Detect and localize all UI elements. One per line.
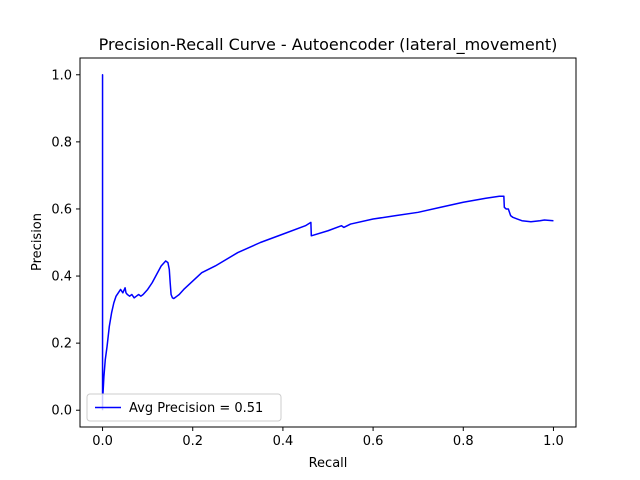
y-tick-label: 0.0 [51, 404, 72, 419]
y-tick-label: 0.8 [51, 135, 72, 150]
x-axis-ticks: 0.0 0.2 0.4 0.6 0.8 1.0 [92, 427, 564, 449]
x-tick-label: 0.0 [92, 434, 113, 449]
y-tick-label: 0.6 [51, 202, 72, 217]
y-tick-label: 0.2 [51, 337, 72, 352]
legend-label: Avg Precision = 0.51 [129, 401, 263, 416]
series-layer [101, 74, 554, 411]
y-tick-label: 1.0 [51, 68, 72, 83]
plot-area [79, 57, 577, 428]
legend: Avg Precision = 0.51 [86, 393, 282, 422]
x-tick-label: 0.2 [182, 434, 203, 449]
x-tick-label: 0.8 [453, 434, 474, 449]
x-tick-label: 0.6 [363, 434, 384, 449]
x-axis-label: Recall [309, 456, 348, 471]
x-tick-label: 1.0 [543, 434, 564, 449]
y-tick-label: 0.4 [51, 270, 72, 285]
y-axis-ticks: 0.0 0.2 0.4 0.6 0.8 1.0 [51, 68, 80, 419]
legend-box [86, 393, 282, 422]
pr-curve-line [101, 74, 554, 411]
x-tick-label: 0.4 [273, 434, 294, 449]
y-axis-label: Precision [30, 213, 45, 271]
chart-title: Precision-Recall Curve - Autoencoder (la… [99, 35, 558, 55]
